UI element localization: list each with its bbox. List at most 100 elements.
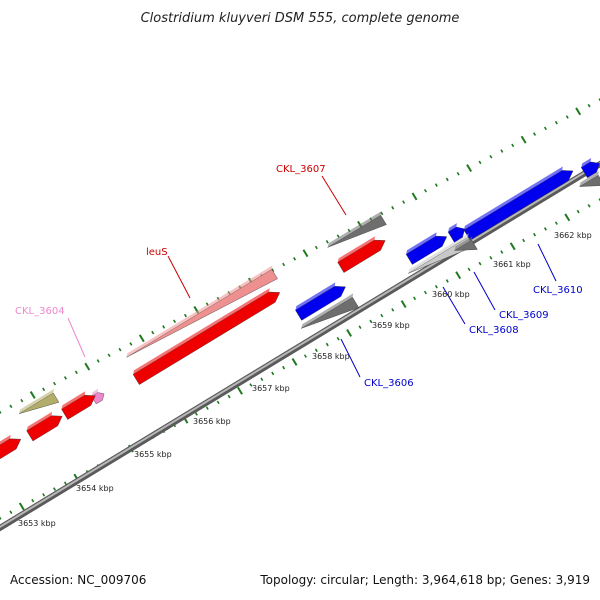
- minor-tick: [282, 365, 286, 370]
- feature-extra-bevel: [581, 158, 592, 168]
- feature-forward-cds: [463, 170, 574, 241]
- minor-tick: [402, 200, 406, 204]
- major-tick: [400, 300, 407, 309]
- minor-tick: [576, 209, 580, 214]
- minor-tick: [205, 406, 209, 410]
- minor-tick: [413, 296, 417, 301]
- minor-tick: [522, 238, 526, 243]
- feature-reverse-gene-bevel: [301, 293, 354, 329]
- minor-tick: [20, 398, 24, 403]
- feature-forward-gene-bevel: [19, 389, 54, 414]
- minor-tick: [325, 342, 329, 347]
- major-tick: [346, 329, 353, 337]
- minor-tick: [391, 308, 395, 312]
- feature-extra-bevel: [337, 236, 376, 263]
- minor-tick: [358, 325, 362, 329]
- major-tick: [237, 386, 243, 395]
- minor-tick: [107, 353, 111, 358]
- gene-label-ckl-3608: CKL_3608: [469, 325, 519, 336]
- feature-extra-bevel: [454, 236, 473, 251]
- gene-label-ckl-3607: CKL_3607: [276, 164, 326, 175]
- ruler-labels: 3653 kbp 3654 kbp 3655 kbp 3656 kbp 3657…: [18, 231, 592, 528]
- minor-tick: [271, 268, 275, 272]
- feature-forward-gene: [295, 286, 346, 321]
- major-tick: [291, 357, 298, 366]
- minor-tick: [216, 400, 220, 405]
- ruler-label-3657: 3657 kbp: [252, 384, 290, 393]
- minor-tick: [74, 370, 78, 375]
- leader-ckl-3607: [321, 175, 347, 216]
- feature-extra-bevel: [448, 223, 457, 232]
- ruler-label-3660: 3660 kbp: [432, 290, 470, 299]
- minor-tick: [249, 383, 253, 387]
- leader-ckl-3606: [340, 338, 361, 378]
- ruler-label-3653: 3653 kbp: [18, 519, 56, 528]
- minor-tick: [554, 221, 558, 225]
- minor-tick: [369, 319, 373, 324]
- minor-tick: [543, 227, 547, 231]
- feature-layer: [0, 158, 600, 460]
- genome-backbone: [0, 160, 600, 532]
- major-tick: [520, 135, 527, 144]
- minor-tick: [587, 203, 591, 208]
- minor-tick: [434, 183, 438, 187]
- major-tick: [509, 242, 516, 251]
- minor-tick: [9, 404, 13, 409]
- ruler-label-3654: 3654 kbp: [76, 484, 114, 493]
- feature-forward-gene: [18, 392, 60, 414]
- leader-ckl-3608: [442, 286, 466, 325]
- leader-ckl-3609: [473, 271, 496, 311]
- gene-labels: CKL_3604 leuS CKL_3607 CKL_3606 CKL_3608…: [15, 164, 583, 389]
- minor-tick: [271, 371, 275, 376]
- map-title: Clostridium kluyveri DSM 555, complete g…: [141, 11, 460, 26]
- leader-lines: [67, 175, 557, 378]
- minor-tick: [533, 232, 537, 237]
- major-tick: [564, 213, 571, 222]
- minor-tick: [42, 387, 46, 392]
- feature-extra-bevel: [406, 232, 437, 255]
- minor-tick: [314, 348, 318, 353]
- leader-leus: [167, 255, 191, 299]
- major-tick: [84, 362, 91, 371]
- leader-ckl-3610: [537, 243, 557, 282]
- major-tick: [302, 249, 309, 258]
- minor-tick: [598, 98, 600, 102]
- minor-tick: [118, 347, 122, 352]
- minor-tick: [587, 103, 591, 108]
- gene-label-ckl-3610: CKL_3610: [533, 285, 583, 296]
- minor-tick: [478, 160, 482, 165]
- minor-tick: [194, 412, 198, 416]
- minor-tick: [151, 330, 155, 335]
- minor-tick: [0, 410, 2, 414]
- accession-text: Accession: NC_009706: [10, 573, 147, 587]
- minor-tick: [129, 342, 133, 346]
- minor-tick: [53, 381, 57, 386]
- feature-forward-cds-bevel: [133, 288, 270, 375]
- minor-tick: [63, 481, 67, 486]
- ruler-label-3662: 3662 kbp: [554, 231, 592, 240]
- minor-tick: [53, 487, 57, 491]
- minor-tick: [489, 256, 493, 260]
- major-tick: [455, 271, 462, 280]
- gene-label-ckl-3609: CKL_3609: [499, 310, 549, 321]
- minor-tick: [314, 245, 318, 250]
- gene-label-ckl-3604: CKL_3604: [15, 306, 65, 317]
- minor-tick: [325, 240, 329, 244]
- minor-tick: [31, 498, 35, 503]
- minor-tick: [96, 359, 100, 363]
- feature-extra: [580, 161, 600, 179]
- minor-tick: [303, 354, 307, 358]
- minor-tick: [511, 143, 515, 148]
- minor-tick: [380, 313, 384, 318]
- minor-tick: [173, 319, 177, 324]
- minor-tick: [336, 234, 340, 238]
- major-tick: [466, 164, 473, 173]
- minor-tick: [489, 154, 493, 159]
- major-tick: [575, 107, 582, 116]
- minor-tick: [162, 325, 166, 329]
- feature-forward-gene: [327, 214, 387, 248]
- minor-tick: [391, 205, 395, 210]
- minor-tick: [467, 267, 471, 272]
- feature-forward-gene-bevel: [126, 265, 273, 358]
- minor-tick: [9, 510, 13, 515]
